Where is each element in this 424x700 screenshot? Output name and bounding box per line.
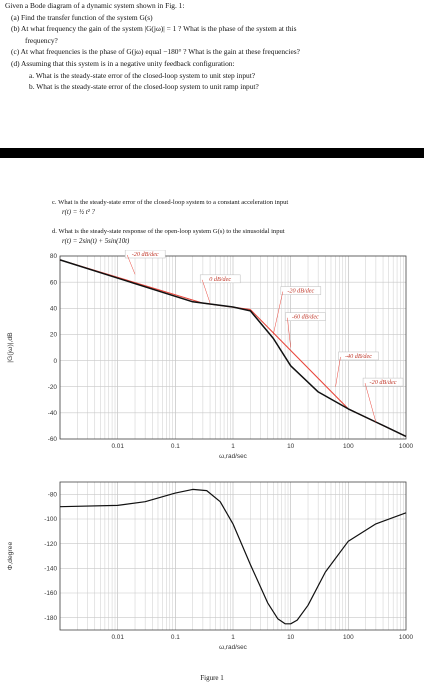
x-tick-label: 0.01	[111, 443, 124, 450]
acceleration-input-formula: r(t) = ½ t² ?	[62, 208, 95, 216]
y-tick-label: -20	[48, 384, 58, 391]
y-tick-label: -180	[44, 615, 57, 622]
question-block: Given a Bode diagram of a dynamic system…	[3, 0, 421, 93]
y-tick-label: -60	[48, 436, 58, 443]
y-tick-label: 0	[53, 358, 57, 365]
annotation-pointer	[335, 356, 341, 387]
slope-annotation-box	[280, 286, 322, 295]
y-tick-label: 20	[50, 332, 58, 339]
slope-annotation-box	[199, 274, 241, 284]
annotation-pointer	[126, 254, 136, 275]
phase-plot: -80 -100 -120 -140 -160 -180 0.01 0.1 1 10 100 1000…	[7, 481, 414, 651]
response-curve	[59, 259, 407, 438]
x-axis-label: ω,rad/sec	[219, 453, 248, 460]
figure-caption: Figure 1	[200, 674, 224, 682]
y-tick-label: 60	[50, 279, 58, 286]
question-d: (d) Assuming that this system is in a ne…	[11, 58, 235, 68]
slope-annotation: -40 dB/dec	[345, 353, 372, 360]
x-tick-label: 10	[287, 443, 295, 450]
x-tick-label: 100	[343, 634, 354, 641]
x-axis-label: ω,rad/sec	[219, 644, 248, 651]
intro-text: Given a Bode diagram of a dynamic system…	[5, 1, 185, 10]
slope-annotation: 0 dB/dec	[209, 276, 231, 283]
question-b: (b) At what frequency the gain of the sy…	[11, 24, 297, 34]
slope-annotation-box	[362, 377, 404, 387]
slope-annotation: -20 dB/dec	[287, 288, 314, 295]
question-c: (c) At what frequencies is the phase of …	[11, 47, 300, 57]
page-divider	[0, 148, 424, 158]
question-d-a: a. What is the steady-state error of the…	[29, 70, 256, 80]
slope-annotation-box	[338, 351, 379, 361]
x-tick-label: 10	[287, 634, 295, 641]
question-d-c: c. What is the steady-state error of the…	[52, 199, 289, 206]
y-tick-label: -160	[44, 590, 57, 597]
question-continuation: c. What is the steady-state error of the…	[52, 198, 412, 246]
slope-annotation: -60 dB/dec	[292, 314, 319, 321]
annotation-pointer	[364, 383, 377, 423]
response-curve	[59, 488, 407, 625]
x-tick-label: 0.1	[171, 443, 180, 450]
y-axis-label: Φ,degree	[7, 542, 14, 571]
plot-frame	[59, 255, 407, 440]
x-tick-label: 100	[343, 443, 354, 450]
x-tick-label: 0.01	[111, 634, 124, 641]
y-tick-label: -80	[48, 492, 58, 499]
sinusoidal-input-formula: r(t) = 2sin(t) + 5sin(10t)	[62, 237, 130, 245]
x-tick-label: 1000	[399, 443, 414, 450]
question-a: (a) Find the transfer function of the sy…	[11, 12, 153, 22]
annotation-pointer	[201, 279, 211, 304]
annotation-pointer	[273, 291, 284, 335]
y-tick-label: -40	[48, 410, 58, 417]
x-tick-label: 1	[231, 443, 235, 450]
annotation-pointer	[287, 317, 291, 348]
y-tick-label: -100	[44, 516, 57, 523]
y-axis-label: |G(jω)|,dB	[7, 332, 14, 363]
x-tick-label: 0.1	[171, 634, 180, 641]
x-tick-label: 1000	[399, 634, 414, 641]
plot-frame	[59, 481, 407, 631]
y-tick-label: 40	[50, 305, 58, 312]
magnitude-plot: 80 60 40 20 0 -20 -40 -60 0.01 0.1 1 10 100 1000 ω,rad…	[7, 250, 414, 460]
y-tick-label: -140	[44, 566, 57, 573]
slope-annotation: -20 dB/dec	[132, 251, 159, 258]
x-tick-label: 1	[231, 634, 235, 641]
question-d-b: b. What is the steady-state error of the…	[29, 82, 259, 92]
slope-annotation-box	[124, 250, 166, 259]
slope-annotation-box	[285, 312, 326, 321]
y-tick-label: 80	[50, 253, 58, 260]
slope-annotation: -20 dB/dec	[370, 379, 397, 386]
y-tick-label: -120	[44, 541, 57, 548]
question-d-d: d. What is the steady-state response of …	[52, 228, 285, 235]
question-b-continued: frequency?	[25, 35, 58, 45]
